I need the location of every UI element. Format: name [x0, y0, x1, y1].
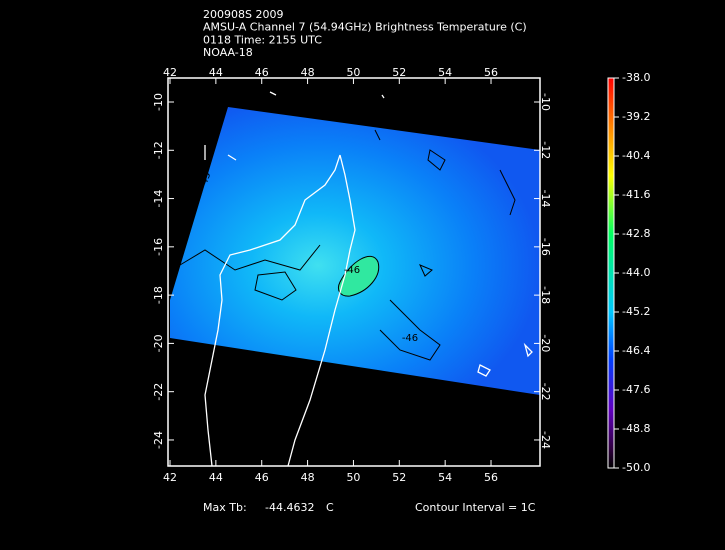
lon-tick-label-bottom: 42 [163, 471, 177, 484]
header-line: AMSU-A Channel 7 (54.94GHz) Brightness T… [203, 21, 527, 34]
max-value: -44.4632 [265, 501, 314, 514]
lat-tick-label-left: -18 [152, 286, 165, 304]
lon-tick-label-bottom: 48 [301, 471, 315, 484]
lon-tick-label-top: 44 [209, 66, 223, 79]
lat-tick-label-right: -12 [539, 141, 552, 159]
lat-tick-label-right: -24 [539, 431, 552, 449]
contour-label: -46 [344, 265, 360, 276]
lon-tick-label-bottom: 50 [346, 471, 360, 484]
lon-tick-label-bottom: 56 [484, 471, 498, 484]
lon-tick-label-bottom: 54 [438, 471, 452, 484]
colorbar-tick-label: -40.4 [622, 149, 650, 162]
lon-tick-label-top: 56 [484, 66, 498, 79]
lon-tick-label-top: 50 [346, 66, 360, 79]
lat-tick-label-right: -20 [539, 334, 552, 352]
colorbar-tick-label: -42.8 [622, 227, 650, 240]
lat-tick-label-left: -14 [152, 190, 165, 208]
contours [179, 129, 516, 361]
colorbar-tick-label: -41.6 [622, 188, 650, 201]
lon-tick-label-top: 42 [163, 66, 177, 79]
colorbar-tick-label: -44.0 [622, 266, 650, 279]
map-area [170, 91, 540, 466]
lat-tick-label-left: -16 [152, 238, 165, 256]
colorbar-tick-label: -48.8 [622, 422, 650, 435]
lat-tick-label-right: -18 [539, 286, 552, 304]
lat-tick-label-right: -10 [539, 93, 552, 111]
max-label: Max Tb: [203, 501, 247, 514]
contour-label: -46 [402, 333, 418, 344]
lon-tick-label-bottom: 46 [255, 471, 269, 484]
lat-tick-label-right: -14 [539, 190, 552, 208]
lat-tick-label-left: -10 [152, 93, 165, 111]
map-frame [167, 77, 541, 467]
lon-tick-label-top: 52 [392, 66, 406, 79]
contour-interval: Contour Interval = 1C [415, 501, 536, 514]
colorbar-tick-label: -39.2 [622, 110, 650, 123]
colorbar [607, 77, 615, 469]
data-swath [170, 107, 540, 395]
max-unit: C [326, 501, 334, 514]
lon-tick-label-top: 46 [255, 66, 269, 79]
header-line: NOAA-18 [203, 46, 253, 59]
lon-tick-label-top: 48 [301, 66, 315, 79]
colorbar-tick-label: -47.6 [622, 383, 650, 396]
lat-tick-label-left: -12 [152, 141, 165, 159]
colorbar-tick-label: -38.0 [622, 71, 650, 84]
colorbar-tick-label: -50.0 [622, 461, 650, 474]
lat-tick-label-left: -24 [152, 431, 165, 449]
lat-tick-label-left: -20 [152, 334, 165, 352]
lat-tick-label-right: -22 [539, 383, 552, 401]
lat-tick-label-right: -16 [539, 238, 552, 256]
lon-tick-label-top: 54 [438, 66, 452, 79]
coastline [204, 91, 533, 466]
header-line: 0118 Time: 2155 UTC [203, 33, 322, 46]
colorbar-tick-label: -45.2 [622, 305, 650, 318]
lon-tick-label-bottom: 44 [209, 471, 223, 484]
contour-label: -45 [198, 171, 214, 190]
colorbar-tick-label: -46.4 [622, 344, 650, 357]
lat-tick-label-left: -22 [152, 383, 165, 401]
lon-tick-label-bottom: 52 [392, 471, 406, 484]
header-line: 200908S 2009 [203, 8, 283, 21]
